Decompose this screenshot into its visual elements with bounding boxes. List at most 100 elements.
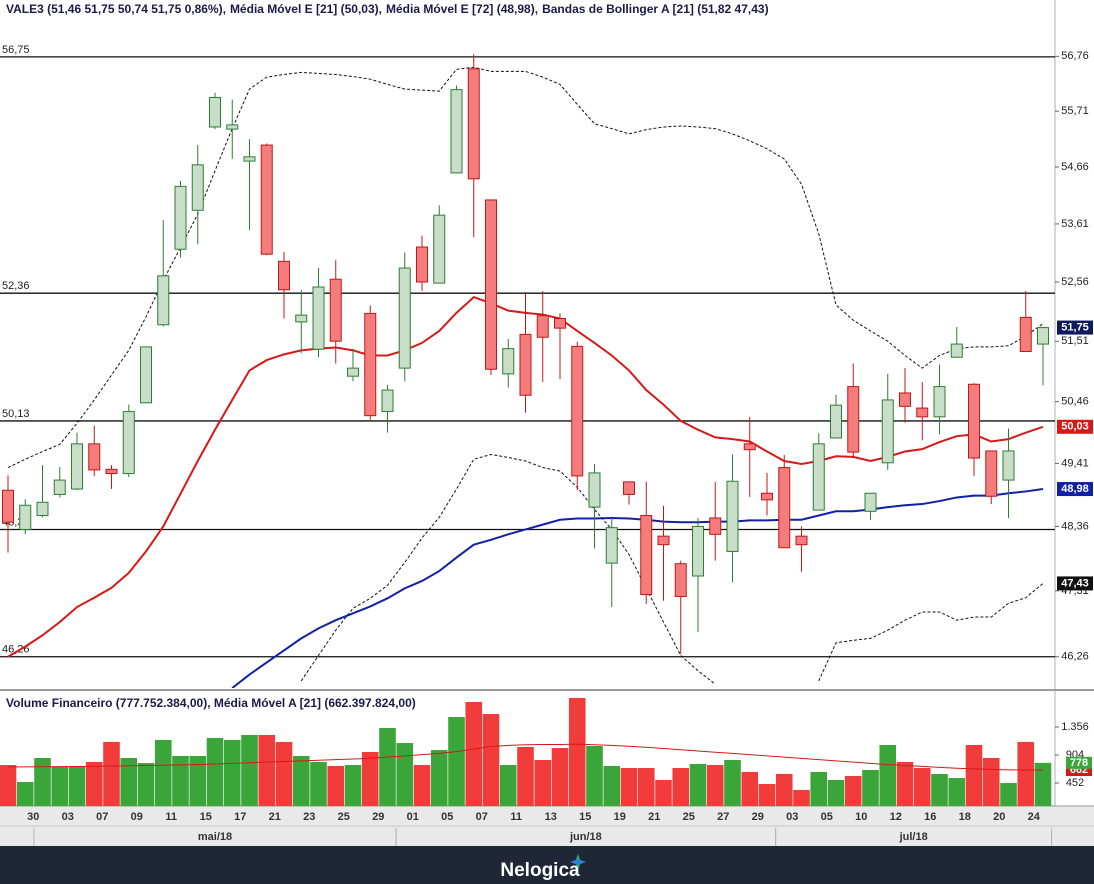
- x-tick-label: 25: [338, 811, 350, 823]
- candle-body: [209, 96, 221, 128]
- level-label: 46,26: [2, 644, 30, 656]
- x-tick-label: 21: [269, 811, 281, 823]
- y-tick-label: 1.356: [1061, 721, 1089, 733]
- candle-body: [623, 481, 635, 495]
- last-volume-box: [1066, 756, 1092, 769]
- volume-bar: [34, 758, 51, 806]
- volume-bar: [896, 761, 914, 806]
- candle-body: [53, 479, 66, 495]
- candle-body: [278, 260, 290, 291]
- y-tick-label: 50,46: [1061, 396, 1089, 408]
- x-tick-label: 24: [1028, 811, 1041, 823]
- x-tick-label: 11: [510, 811, 522, 823]
- month-label: mai/18: [198, 831, 232, 843]
- volume-bar: [982, 758, 1000, 806]
- volume-bar: [361, 752, 379, 806]
- volume-bar: [551, 747, 569, 806]
- candle-body: [536, 315, 549, 338]
- legend-entry: Bandas de Bollinger A [21] (51,82 47,43): [542, 2, 769, 16]
- volume-bar: [1000, 783, 1017, 806]
- volume-average: [7, 743, 1044, 771]
- last-value-label: 50,03: [1061, 421, 1089, 433]
- candle-body: [588, 472, 601, 508]
- volume-bar: [706, 765, 724, 806]
- candle-body: [433, 214, 446, 284]
- volume-bar: [568, 698, 586, 806]
- volume-bar: [310, 761, 327, 806]
- candle-body: [347, 367, 359, 377]
- volume-bar: [172, 755, 189, 806]
- candle-body: [140, 346, 152, 404]
- volume-bar: [758, 784, 776, 806]
- y-tick-label: 49,41: [1061, 457, 1089, 469]
- volume-bar: [879, 745, 897, 806]
- month-label: jun/18: [569, 831, 602, 843]
- volume-bar: [51, 766, 69, 806]
- candle-body: [1019, 316, 1032, 352]
- volume-bar: [448, 717, 465, 806]
- x-tick-label: 29: [372, 811, 384, 823]
- y-tick-label: 55,71: [1061, 105, 1089, 117]
- volume-bar: [827, 779, 845, 806]
- candle-body: [761, 492, 773, 501]
- y-tick-label: 56,76: [1061, 50, 1089, 62]
- volume-bar: [120, 758, 138, 806]
- volume-bar: [223, 739, 241, 806]
- candle-body: [830, 404, 842, 439]
- volume-title: Volume Financeiro (777.752.384,00), Médi…: [6, 696, 416, 710]
- volume-legend: Volume Financeiro (777.752.384,00), Médi…: [6, 696, 420, 710]
- x-tick-label: 11: [165, 811, 177, 823]
- volume-bar: [862, 770, 879, 806]
- candle-body: [709, 517, 722, 535]
- volume-bar: [379, 727, 396, 806]
- x-tick-label: 09: [131, 811, 143, 823]
- candle-body: [416, 246, 428, 283]
- volume-bar: [292, 755, 310, 806]
- candle-body: [485, 199, 497, 370]
- moving-average: [231, 488, 1044, 688]
- last-value-label: 47,43: [1061, 577, 1089, 589]
- volume-bar: [465, 701, 483, 806]
- volume-bar: [85, 761, 103, 806]
- volume-bar: [913, 767, 931, 806]
- candle-body: [881, 399, 894, 464]
- bollinger-band: [7, 66, 1044, 469]
- candle-body: [743, 443, 756, 451]
- x-tick-label: 21: [648, 811, 660, 823]
- candle-body: [226, 124, 239, 130]
- volume-bar: [16, 781, 34, 806]
- candle-body: [605, 527, 618, 564]
- x-tick-label: 03: [62, 811, 74, 823]
- volume-bar: [258, 734, 276, 806]
- volume-bar: [396, 743, 414, 806]
- x-tick-label: 15: [200, 811, 212, 823]
- candle-body: [726, 480, 739, 552]
- candle-body: [191, 164, 204, 211]
- last-value-box: [1057, 482, 1093, 497]
- legend-entry: VALE3 (51,46 51,75 50,74 51,75 0,86%),: [6, 2, 226, 16]
- volume-bar: [620, 767, 638, 806]
- volume-bar: [637, 767, 655, 806]
- month-label: jul/18: [899, 831, 928, 843]
- brand: Nelogica: [500, 860, 580, 881]
- candle-body: [519, 333, 532, 396]
- x-tick-label: 07: [96, 811, 108, 823]
- candle-body: [847, 386, 860, 453]
- last-value-box: [1057, 419, 1093, 434]
- candle-body: [88, 443, 101, 471]
- candle-body: [640, 515, 653, 596]
- x-tick-label: 16: [924, 811, 936, 823]
- volume-bar: [0, 765, 17, 806]
- candle-body: [692, 525, 704, 577]
- volume-bar: [741, 772, 759, 806]
- candle-body: [502, 348, 515, 375]
- y-tick-label: 54,66: [1061, 161, 1089, 173]
- candle-body: [985, 450, 998, 497]
- legend-entry: Média Móvel E [72] (48,98),: [386, 2, 539, 16]
- volume-bar: [724, 759, 741, 806]
- candle-body: [260, 144, 273, 255]
- x-tick-label: 13: [545, 811, 557, 823]
- volume-bar: [275, 741, 293, 806]
- volume-bar: [68, 766, 86, 806]
- price-legend: VALE3 (51,46 51,75 50,74 51,75 0,86%), Mé…: [6, 2, 773, 16]
